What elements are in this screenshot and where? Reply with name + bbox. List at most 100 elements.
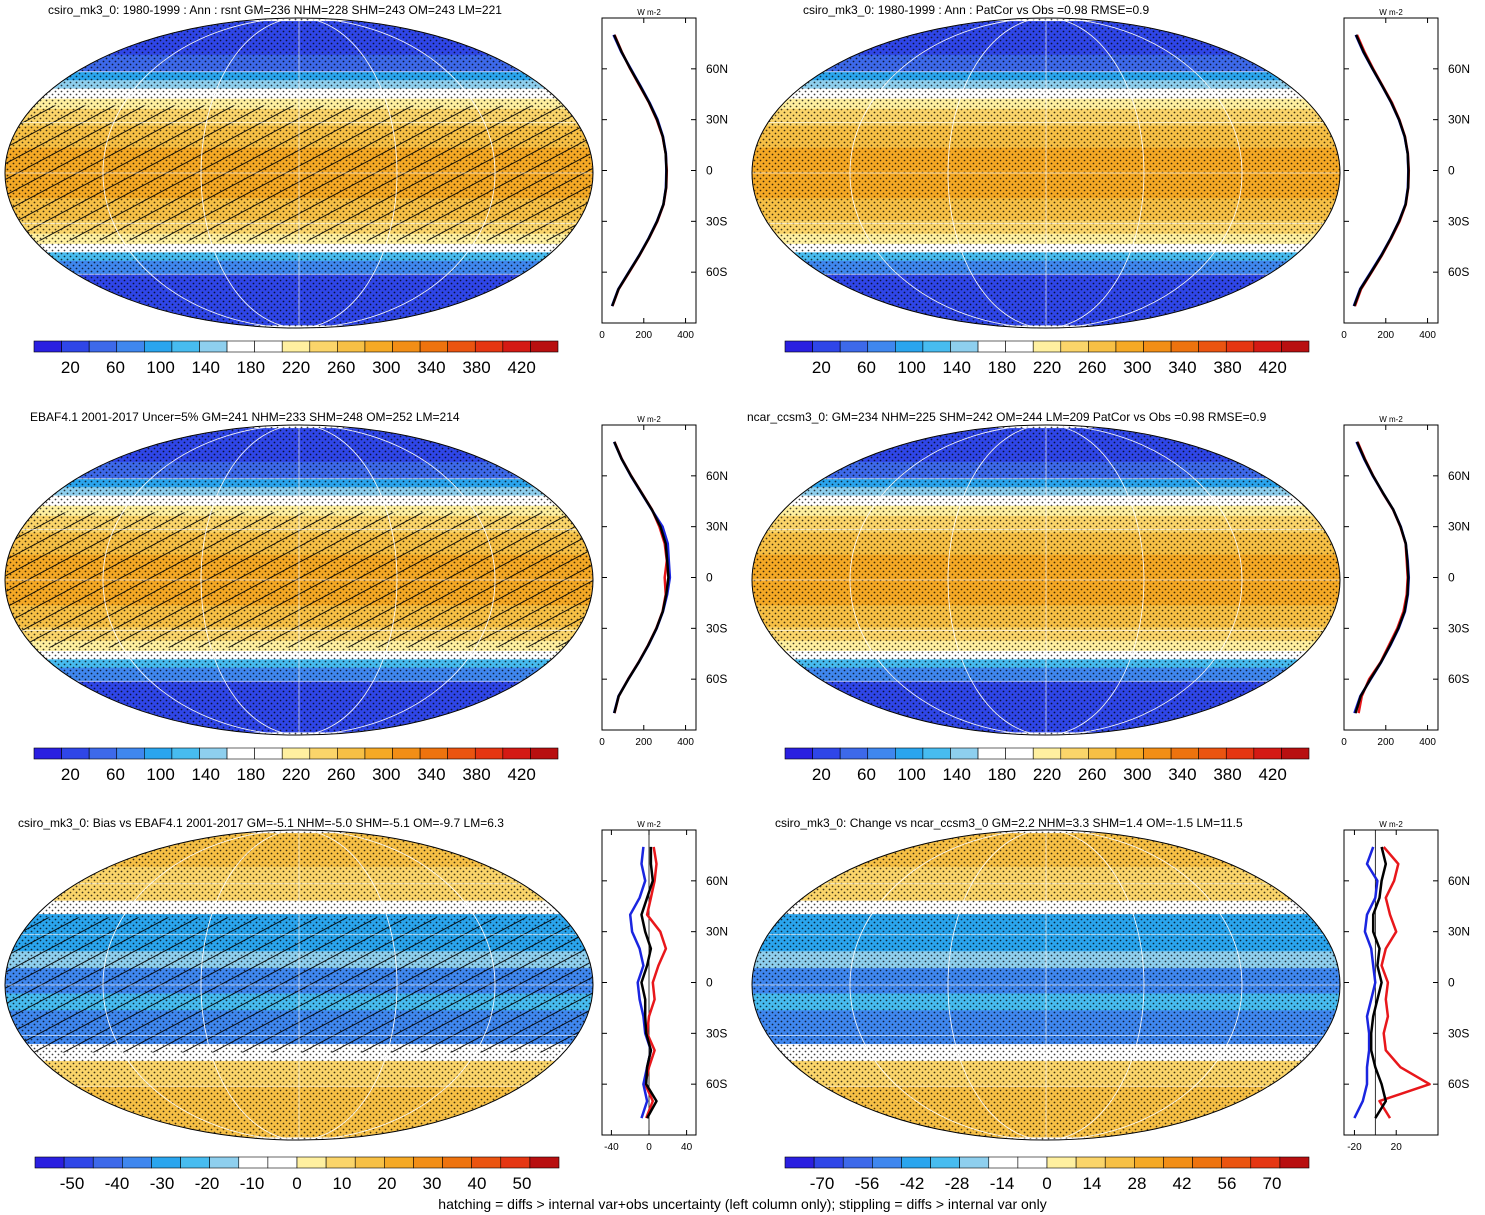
colorbar-label: 300 [372, 358, 400, 377]
colorbar-box [364, 340, 393, 353]
colorbar-box [922, 747, 951, 760]
colorbar-box [33, 340, 62, 353]
colorbar-box [1170, 340, 1199, 353]
colorbar-box [895, 340, 924, 353]
profile-xtick: 0 [599, 737, 605, 748]
colorbar-box [392, 747, 421, 760]
colorbar-box [813, 1156, 844, 1169]
colorbar-label: 14 [1083, 1174, 1102, 1193]
colorbar-box [867, 747, 896, 760]
panel-title: csiro_mk3_0: Change vs ncar_ccsm3_0 GM=2… [775, 816, 1243, 830]
profile-lat-label: 0 [706, 571, 713, 585]
colorbar-box [1017, 1156, 1048, 1169]
colorbar-label: -40 [105, 1174, 130, 1193]
profile-series-ref [1369, 846, 1388, 1119]
profile-xtick: -40 [604, 1142, 619, 1153]
colorbar-label: 340 [1168, 765, 1196, 784]
profile-xtick: 200 [1377, 737, 1394, 748]
colorbar: -50 -40 -30 -20 -10 0 10 20 30 40 50 [34, 1156, 560, 1193]
colorbar-box [867, 340, 896, 353]
profile-unit: W m-2 [637, 820, 661, 829]
colorbar-label: 0 [1042, 1174, 1051, 1193]
colorbar-label: 60 [857, 358, 876, 377]
colorbar-label: 380 [462, 358, 490, 377]
colorbar-box [1198, 340, 1227, 353]
colorbar-label: 180 [237, 765, 265, 784]
colorbar-box [530, 340, 559, 353]
colorbar-box [872, 1156, 902, 1169]
profile-lat-label: 30S [1448, 1026, 1469, 1040]
colorbar-box [144, 747, 173, 760]
colorbar-label: 70 [1262, 1174, 1281, 1193]
profile-unit: W m-2 [1379, 8, 1403, 17]
colorbar-box [34, 1156, 65, 1169]
profile-lat-label: 30S [706, 621, 727, 635]
profile-series-ref [613, 441, 670, 714]
colorbar-box [530, 747, 559, 760]
colorbar-label: -20 [195, 1174, 220, 1193]
colorbar-box [171, 340, 200, 353]
colorbar-box [151, 1156, 181, 1169]
map-field [5, 425, 593, 735]
colorbar-label: -42 [900, 1174, 925, 1193]
profile-xtick: 0 [1341, 737, 1347, 748]
colorbar-box [784, 1156, 815, 1169]
colorbar-box [61, 340, 90, 353]
colorbar-label: 220 [282, 765, 310, 784]
colorbar-box [474, 340, 504, 353]
colorbar-box [842, 1156, 873, 1169]
profile-lat-label: 30N [706, 113, 728, 127]
panel-title: csiro_mk3_0: Bias vs EBAF4.1 2001-2017 G… [18, 816, 504, 830]
profile-lat-label: 60N [706, 62, 728, 76]
profile-lat-label: 30S [706, 1026, 727, 1040]
colorbar-box [199, 340, 228, 353]
colorbar-label: 380 [1213, 765, 1241, 784]
zonal-profile: W m-2 0 200 400 60N 30N 0 30S 60S [599, 415, 728, 748]
colorbar-label: 220 [1033, 765, 1061, 784]
colorbar-label: 100 [146, 765, 174, 784]
profile-xtick: 200 [635, 330, 652, 341]
colorbar-box [959, 1156, 990, 1169]
colorbar-box [500, 1156, 531, 1169]
colorbar-box [839, 340, 869, 353]
profile-lat-label: 60S [1448, 672, 1469, 686]
profile-xtick: 20 [1391, 1142, 1403, 1153]
colorbar-box [88, 340, 118, 353]
colorbar-label: -70 [810, 1174, 835, 1193]
panel-title: EBAF4.1 2001-2017 Uncer=5% GM=241 NHM=23… [30, 410, 460, 424]
colorbar-label: 60 [106, 765, 125, 784]
colorbar-box [1005, 747, 1034, 760]
colorbar-box [447, 340, 476, 353]
map-field [752, 18, 1340, 328]
colorbar-box [1115, 340, 1144, 353]
profile-series-obs [1353, 846, 1379, 1119]
colorbar-box [122, 1156, 152, 1169]
colorbar-box [413, 1156, 443, 1169]
colorbar-label: -10 [240, 1174, 265, 1193]
colorbar-box [1198, 747, 1227, 760]
colorbar: -70 -56 -42 -28 -14 0 14 28 42 56 70 [784, 1156, 1310, 1193]
colorbar-label: 50 [512, 1174, 531, 1193]
colorbar-box [1060, 747, 1089, 760]
colorbar-box [325, 1156, 356, 1169]
colorbar-box [309, 747, 338, 760]
colorbar-box [1060, 340, 1089, 353]
map-field [5, 830, 593, 1140]
colorbar-box [1134, 1156, 1164, 1169]
colorbar-label: 380 [462, 765, 490, 784]
colorbar-label: 260 [327, 765, 355, 784]
colorbar-box [1143, 747, 1172, 760]
map-field [752, 425, 1340, 735]
colorbar-label: 60 [857, 765, 876, 784]
colorbar-box [33, 747, 62, 760]
colorbar-label: -50 [60, 1174, 85, 1193]
colorbar-box [1163, 1156, 1193, 1169]
profile-unit: W m-2 [637, 415, 661, 424]
colorbar-label: 20 [61, 765, 80, 784]
colorbar-box [839, 747, 869, 760]
zonal-profile: W m-2 0 200 400 60N 30N 0 30S 60S [599, 8, 728, 341]
colorbar-label: -56 [855, 1174, 880, 1193]
colorbar-label: 220 [1033, 358, 1061, 377]
colorbar-box [1221, 1156, 1252, 1169]
colorbar-label: 180 [237, 358, 265, 377]
